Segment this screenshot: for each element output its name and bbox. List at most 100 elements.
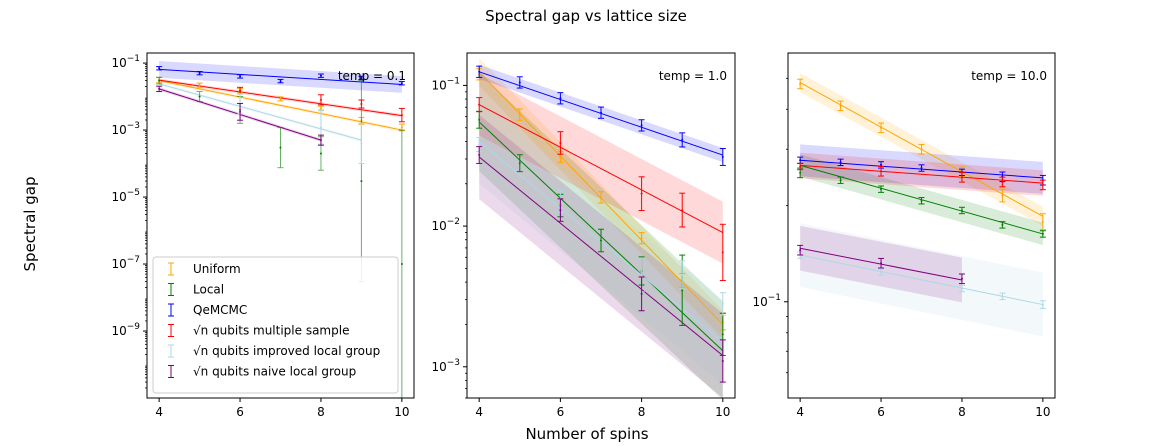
- data-point: [721, 302, 724, 305]
- data-point: [360, 180, 363, 183]
- legend-label: √n qubits improved local group: [193, 344, 380, 358]
- panels: 4 6 8 10 10−9 10−7 10−5 10−3 10−1 temp = 0.1 4 6 8 10…: [111, 52, 1056, 419]
- data-point: [1001, 295, 1004, 298]
- data-point: [400, 126, 403, 129]
- legend-label: Local: [193, 283, 224, 297]
- data-point: [880, 188, 883, 191]
- data-point: [319, 139, 322, 142]
- panel-3-axes-frame: [787, 52, 1056, 399]
- legend-label: √n qubits naive local group: [193, 365, 356, 379]
- data-point: [640, 237, 643, 240]
- data-point: [960, 209, 963, 212]
- data-point: [518, 113, 521, 116]
- data-point: [721, 333, 724, 336]
- data-point: [960, 287, 963, 290]
- x-tick-label: 6: [877, 405, 885, 419]
- data-point: [721, 359, 724, 362]
- panel-3: 4 6 8 10 10−1 temp = 10.0: [752, 52, 1056, 419]
- fit-line: [159, 83, 362, 141]
- legend-box: [152, 256, 399, 394]
- panel-2-temp-label: temp = 1.0: [659, 69, 727, 83]
- data-point: [239, 89, 242, 92]
- data-point: [799, 159, 802, 162]
- data-point: [799, 171, 802, 174]
- figure-title: Spectral gap vs lattice size: [485, 7, 687, 25]
- panel-1-temp-label: temp = 0.1: [338, 69, 406, 83]
- data-point: [839, 161, 842, 164]
- panel-1-ytick-label: 10−5: [111, 188, 140, 204]
- figure-xlabel: Number of spins: [525, 425, 648, 443]
- panel-3-ytick-label: 10−1: [752, 293, 781, 309]
- data-point: [799, 82, 802, 85]
- legend: Uniform Local QeMCMC √n qubits multiple sam…: [152, 256, 399, 394]
- data-point: [478, 103, 481, 106]
- legend-item: √n qubits multiple sample: [168, 324, 349, 338]
- legend-item: Local: [168, 283, 224, 297]
- legend-item: QeMCMC: [168, 303, 247, 317]
- data-point: [518, 81, 521, 84]
- data-point: [478, 70, 481, 73]
- data-point: [839, 179, 842, 182]
- data-point: [319, 152, 322, 155]
- data-point: [158, 67, 161, 70]
- panel-2-axes-frame: [466, 52, 736, 399]
- data-point: [198, 95, 201, 98]
- data-point: [279, 97, 282, 100]
- data-point: [681, 138, 684, 141]
- x-tick-label: 6: [236, 405, 244, 419]
- panel-1-plot-area: [156, 60, 405, 398]
- data-point: [681, 273, 684, 276]
- data-point: [279, 146, 282, 149]
- data-point: [600, 239, 602, 242]
- data-point: [478, 118, 481, 121]
- data-point: [600, 111, 602, 114]
- data-point: [1041, 232, 1044, 235]
- data-point: [360, 103, 363, 106]
- data-point: [198, 84, 201, 87]
- data-point: [920, 148, 923, 151]
- data-point: [960, 176, 963, 179]
- data-point: [920, 167, 923, 170]
- data-point: [799, 165, 802, 168]
- data-point: [400, 263, 403, 266]
- data-point: [920, 199, 923, 202]
- legend-label: √n qubits multiple sample: [193, 324, 349, 338]
- data-point: [158, 79, 161, 82]
- data-point: [239, 110, 242, 113]
- x-tick-label: 4: [796, 405, 804, 419]
- panel-2-ytick-label: 10−1: [431, 76, 460, 92]
- data-point: [198, 72, 201, 75]
- data-point: [239, 75, 242, 78]
- data-point: [319, 126, 322, 129]
- data-point: [279, 80, 282, 83]
- data-point: [319, 74, 322, 77]
- data-point: [681, 209, 684, 212]
- data-point: [400, 82, 403, 85]
- x-tick-label: 4: [155, 405, 163, 419]
- x-tick-label: 8: [638, 405, 646, 419]
- panel-3-plot-area: [797, 72, 1046, 337]
- data-point: [640, 124, 643, 127]
- x-tick-label: 6: [557, 405, 565, 419]
- data-point: [1001, 194, 1004, 197]
- legend-item: √n qubits naive local group: [168, 365, 356, 379]
- panel-1-ytick-label: 10−3: [111, 121, 140, 137]
- legend-label: QeMCMC: [193, 303, 247, 317]
- data-point: [600, 196, 602, 199]
- data-point: [880, 163, 883, 166]
- panel-3-temp-label: temp = 10.0: [971, 69, 1047, 83]
- data-point: [319, 107, 322, 110]
- data-point: [360, 76, 363, 79]
- panel-1-ytick-label: 10−9: [111, 322, 140, 338]
- data-point: [721, 155, 724, 158]
- data-point: [400, 114, 403, 117]
- data-point: [880, 126, 883, 129]
- legend-item: Uniform: [168, 262, 241, 276]
- data-point: [559, 209, 562, 212]
- data-point: [319, 98, 322, 101]
- panel-1-ytick-label: 10−1: [111, 54, 140, 70]
- panel-2: 4 6 8 10 10−3 10−2 10−1 temp = 1.0: [431, 52, 736, 419]
- data-point: [158, 87, 161, 90]
- data-point: [1001, 180, 1004, 183]
